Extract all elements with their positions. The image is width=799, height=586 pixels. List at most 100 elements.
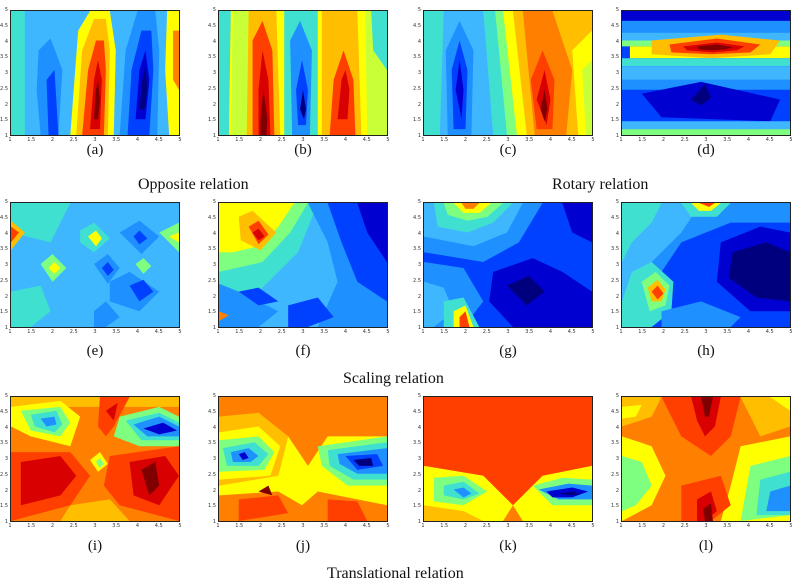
x-tick-label: 5	[789, 329, 793, 335]
x-tick-label: 2.5	[680, 137, 689, 143]
x-tick-label: 1.5	[27, 523, 36, 529]
y-tick-label: 4	[4, 230, 8, 237]
x-tick-label: 5	[386, 137, 390, 143]
x-tick-labels: 1 1.5 2 2.5 3 3.5 4 4.5 5	[216, 523, 389, 531]
x-tick-label: 1	[619, 329, 623, 335]
x-tick-label: 1.5	[235, 329, 244, 335]
x-tick-label: 4.5	[765, 137, 774, 143]
y-tick-label: 4	[212, 230, 216, 237]
y-tick-label: 4	[4, 38, 8, 45]
y-tick-label: 3	[4, 262, 8, 268]
contour-plot-a	[10, 10, 180, 136]
y-tick-label: 1	[615, 133, 619, 139]
y-tick-label: 4	[615, 424, 619, 431]
x-tick-label: 2.5	[69, 137, 78, 143]
x-tick-label: 1.5	[27, 329, 36, 335]
subcaption-j: (j)	[295, 538, 311, 554]
x-tick-labels: 1 1.5 2 2.5 3 3.5 4 4.5 5	[8, 523, 181, 531]
y-tick-label: 1.5	[413, 117, 421, 124]
x-tick-label: 3	[93, 523, 97, 529]
contour-g-graphic	[424, 203, 592, 327]
x-tick-label: 5	[178, 329, 182, 335]
y-tick-label: 2	[4, 487, 8, 494]
y-tick-label: 1	[417, 133, 421, 139]
y-tick-label: 2	[4, 101, 8, 108]
y-tick-label: 5	[212, 7, 216, 13]
y-tick-label: 1.5	[611, 117, 619, 124]
x-tick-label: 3.5	[723, 523, 732, 529]
subcaption-e: (e)	[86, 343, 104, 359]
x-tick-label: 5	[178, 137, 182, 143]
y-tick-label: 3.5	[611, 246, 619, 253]
x-tick-label: 2.5	[680, 329, 689, 335]
subcaption-l: (l)	[698, 538, 714, 554]
y-tick-label: 2.5	[413, 277, 421, 284]
x-tick-label: 4.5	[362, 523, 371, 529]
x-tick-labels: 1 1.5 2 2.5 3 3.5 4 4.5 5	[216, 329, 390, 337]
contour-plot-b	[218, 10, 388, 136]
x-tick-label: 3.5	[112, 137, 121, 143]
x-tick-label: 4	[343, 329, 348, 335]
x-tick-labels: 1 1.5 2 2.5 3 3.5 4 4.5 5	[619, 137, 792, 145]
x-tick-label: 3	[506, 137, 510, 143]
y-tick-label: 2.5	[611, 277, 619, 284]
y-tick-labels: 5 4.5 4 3.5 3 2.5 2 1.5 1	[413, 199, 422, 331]
relation-label-opposite: Opposite relation	[138, 176, 249, 193]
y-tick-label: 3	[615, 456, 619, 462]
x-tick-labels: 1 1.5 2 2.5 3 3.5 4 4.5 5	[421, 137, 595, 145]
y-tick-label: 5	[417, 7, 421, 13]
y-tick-labels: 5 4.5 4 3.5 3 2.5 2 1.5 1	[611, 7, 620, 139]
x-tick-label: 1	[216, 137, 220, 143]
x-tick-label: 1	[421, 523, 425, 529]
x-tick-label: 3.5	[723, 329, 732, 335]
x-tick-label: 1.5	[27, 137, 36, 143]
y-tick-label: 2	[417, 293, 421, 300]
y-tick-label: 4.5	[413, 408, 421, 415]
contour-plot-d	[621, 10, 791, 136]
x-tick-label: 4.5	[154, 329, 163, 335]
x-tick-label: 1.5	[235, 137, 244, 143]
x-tick-label: 1	[216, 329, 220, 335]
x-tick-label: 4	[343, 523, 348, 529]
y-tick-label: 2.5	[208, 277, 216, 284]
x-tick-label: 5	[591, 523, 595, 529]
y-tick-label: 1	[417, 325, 421, 331]
x-tick-label: 1.5	[638, 329, 647, 335]
x-tick-labels: 1 1.5 2 2.5 3 3.5 4 4.5 5	[421, 329, 594, 337]
x-tick-label: 1	[421, 329, 425, 335]
y-tick-label: 3	[417, 456, 421, 462]
x-tick-label: 2	[463, 523, 468, 529]
x-tick-label: 5	[386, 329, 390, 335]
y-tick-label: 4	[417, 38, 421, 45]
y-tick-label: 4.5	[611, 22, 619, 29]
x-tick-label: 3.5	[112, 329, 121, 335]
x-tick-label: 2.5	[277, 137, 286, 143]
y-tick-label: 4.5	[611, 214, 619, 221]
y-tick-label: 3.5	[208, 440, 216, 447]
y-tick-label: 2	[615, 487, 619, 494]
y-tick-label: 3.5	[611, 440, 619, 447]
subcaption-a: (a)	[86, 142, 104, 158]
x-tick-label: 4	[135, 329, 140, 335]
x-tick-label: 3.5	[525, 137, 534, 143]
y-tick-labels: 5 4.5 4 3.5 3 2.5 2 1.5 1	[0, 393, 9, 525]
y-tick-labels: 5 4.5 4 3.5 3 2.5 2 1.5 1	[208, 7, 217, 139]
y-tick-label: 5	[615, 199, 619, 205]
x-tick-label: 5	[591, 137, 595, 143]
y-tick-label: 3	[417, 262, 421, 268]
x-tick-label: 1	[8, 329, 12, 335]
y-tick-labels: 5 4.5 4 3.5 3 2.5 2 1.5 1	[611, 199, 620, 331]
y-tick-label: 4.5	[413, 22, 421, 29]
y-tick-label: 4.5	[0, 408, 8, 415]
x-tick-label: 4	[343, 137, 348, 143]
x-tick-label: 1.5	[638, 137, 647, 143]
y-tick-label: 1	[615, 325, 619, 331]
x-tick-label: 2.5	[482, 523, 491, 529]
contour-plot-j	[218, 396, 388, 522]
x-tick-label: 5	[789, 523, 793, 529]
x-tick-label: 1.5	[440, 329, 449, 335]
y-tick-label: 3.5	[611, 54, 619, 61]
x-tick-label: 3	[93, 137, 97, 143]
x-tick-label: 4	[135, 523, 140, 529]
contour-k-graphic	[424, 397, 592, 521]
